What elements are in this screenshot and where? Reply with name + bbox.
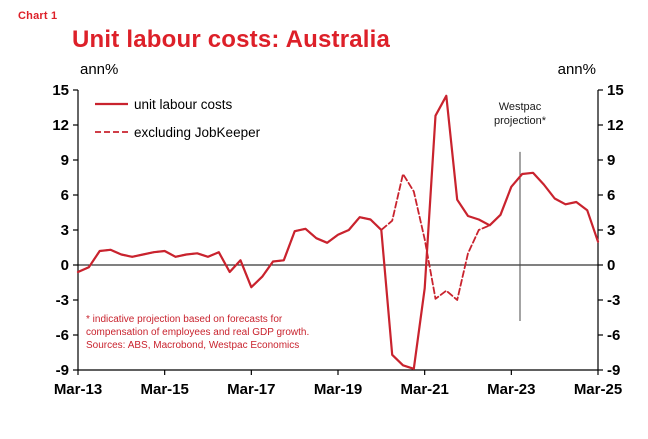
chart-number: Chart 1 [18, 10, 58, 22]
x-tick-label: Mar-19 [314, 381, 362, 398]
y-tick-label-left: 9 [61, 152, 69, 169]
y-tick-label-left: 15 [52, 82, 69, 99]
x-tick-label: Mar-23 [487, 381, 535, 398]
y-tick-label-left: 12 [52, 117, 69, 134]
y-tick-label-left: -9 [56, 362, 69, 379]
y-tick-label-right: 15 [607, 82, 624, 99]
y-tick-label-right: 0 [607, 257, 615, 274]
x-tick-label: Mar-13 [54, 381, 102, 398]
y-tick-label-left: 6 [61, 187, 69, 204]
series-dashed [77, 173, 491, 301]
x-tick-label: Mar-15 [140, 381, 188, 398]
y-tick-label-right: -3 [607, 292, 620, 309]
footnote-line: Sources: ABS, Macrobond, Westpac Economi… [86, 340, 299, 351]
projection-label: projection* [494, 115, 547, 127]
x-tick-label: Mar-25 [574, 381, 622, 398]
y-tick-label-left: 3 [61, 222, 69, 239]
footnote-line: * indicative projection based on forecas… [86, 314, 283, 325]
y-tick-label-left: -3 [56, 292, 69, 309]
footnote-line: compensation of employees and real GDP g… [86, 327, 309, 338]
y-tick-label-right: 6 [607, 187, 615, 204]
y-axis-unit-left: ann% [80, 61, 118, 78]
legend-label: excluding JobKeeper [134, 125, 261, 140]
y-axis-unit-right: ann% [558, 61, 596, 78]
page-title: Unit labour costs: Australia [72, 26, 391, 53]
legend-label: unit labour costs [134, 97, 233, 112]
y-tick-label-right: -6 [607, 327, 620, 344]
y-tick-label-right: 9 [607, 152, 615, 169]
y-tick-label-left: -6 [56, 327, 69, 344]
y-tick-label-right: 12 [607, 117, 624, 134]
y-tick-label-right: 3 [607, 222, 615, 239]
line-chart: 15 15 12 12 9 9 6 6 3 3 0 0 -3 -3 -6 -6 -9 -9 Mar-13 Mar-15… [52, 61, 624, 398]
projection-label: Westpac [499, 101, 542, 113]
y-tick-label-left: 0 [61, 257, 69, 274]
y-tick-label-right: -9 [607, 362, 620, 379]
x-tick-label: Mar-17 [227, 381, 275, 398]
x-tick-label: Mar-21 [400, 381, 448, 398]
